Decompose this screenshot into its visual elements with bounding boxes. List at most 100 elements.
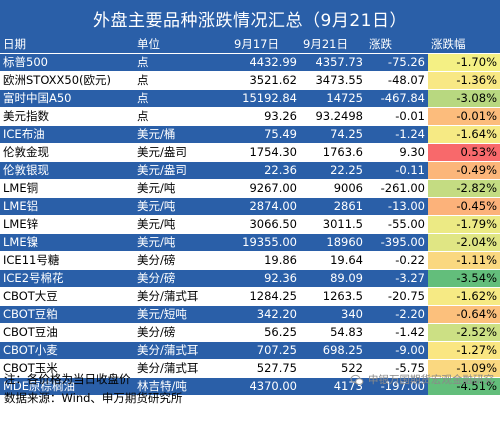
header-date: 日期: [0, 36, 134, 54]
row-unit-cell: 美元/盎司: [134, 161, 231, 180]
table-body: 标普500 点 4432.99 4357.73 -75.26 -1.70% 欧洲STOXX5…: [0, 53, 500, 396]
row-change-pct-cell: -1.64%: [428, 125, 500, 144]
wechat-icon: [350, 374, 364, 385]
row-sep17-cell: 3521.62: [231, 71, 300, 90]
page-title: 外盘主要品种涨跌情况汇总（9月21日）: [0, 0, 500, 36]
row-name-cell: LME铜: [0, 179, 134, 198]
row-unit-cell: 美元/吨: [134, 233, 231, 252]
row-sep21-cell: 93.2498: [300, 107, 366, 126]
row-name-cell: MDE原棕榈油: [0, 377, 134, 396]
row-sep17-cell: 1754.30: [231, 143, 300, 162]
row-sep21-cell: 3473.55: [300, 71, 366, 90]
row-name-cell: 伦敦银现: [0, 161, 134, 180]
row-name-cell: CBOT大豆: [0, 287, 134, 306]
row-change-cell: 9.30: [366, 143, 428, 162]
row-sep21-cell: 89.09: [300, 269, 366, 288]
row-unit-cell: 美元/吨: [134, 197, 231, 216]
row-name-cell: 美元指数: [0, 107, 134, 126]
row-change-cell: -9.00: [366, 341, 428, 360]
row-change-cell: -395.00: [366, 233, 428, 252]
row-change-pct-cell: -1.11%: [428, 251, 500, 270]
table-row: LME铝 美元/吨 2874.00 2861 -13.00 -0.45%: [0, 197, 500, 216]
row-sep17-cell: 9267.00: [231, 179, 300, 198]
data-source: 数据来源：Wind、申万期货研究所: [4, 391, 183, 405]
row-change-pct-cell: -1.27%: [428, 341, 500, 360]
row-sep21-cell: 1763.6: [300, 143, 366, 162]
row-sep21-cell: 3011.5: [300, 215, 366, 234]
row-sep17-cell: 19.86: [231, 251, 300, 270]
row-change-cell: -0.22: [366, 251, 428, 270]
row-sep17-cell: 22.36: [231, 161, 300, 180]
row-change-cell: -13.00: [366, 197, 428, 216]
table-row: LME镍 美元/吨 19355.00 18960 -395.00 -2.04%: [0, 233, 500, 252]
row-change-pct-cell: -1.70%: [428, 53, 500, 72]
table-row: LME铜 美元/吨 9267.00 9006 -261.00 -2.82%: [0, 179, 500, 198]
row-change-pct-cell: -1.36%: [428, 71, 500, 90]
row-name-cell: LME铝: [0, 197, 134, 216]
row-name-cell: ICE2号棉花: [0, 269, 134, 288]
row-change-pct-cell: -2.52%: [428, 323, 500, 342]
row-name-cell: LME锌: [0, 215, 134, 234]
header-unit: 单位: [134, 36, 231, 54]
row-sep17-cell: 19355.00: [231, 233, 300, 252]
row-change-cell: -0.11: [366, 161, 428, 180]
row-sep21-cell: 1263.5: [300, 287, 366, 306]
row-sep21-cell: 14725: [300, 89, 366, 108]
watermark-text: 申银万国期货宏观金融研究: [368, 374, 494, 386]
row-change-cell: -1.24: [366, 125, 428, 144]
row-unit-cell: 美分/磅: [134, 251, 231, 270]
row-change-cell: -20.75: [366, 287, 428, 306]
row-change-pct-cell: -1.62%: [428, 287, 500, 306]
row-sep21-cell: 54.83: [300, 323, 366, 342]
row-name-cell: 伦敦金现: [0, 143, 134, 162]
row-sep17-cell: 527.75: [231, 359, 300, 378]
row-sep21-cell: 74.25: [300, 125, 366, 144]
table-row: CBOT豆油 美分/磅 56.25 54.83 -1.42 -2.52%: [0, 323, 500, 342]
row-change-pct-cell: -1.79%: [428, 215, 500, 234]
row-unit-cell: 点: [134, 71, 231, 90]
row-change-pct-cell: -2.82%: [428, 179, 500, 198]
row-unit-cell: 点: [134, 107, 231, 126]
row-change-cell: -48.07: [366, 71, 428, 90]
row-name-cell: LME镍: [0, 233, 134, 252]
table-row: ICE2号棉花 美分/磅 92.36 89.09 -3.27 -3.54%: [0, 269, 500, 288]
header-change-pct: 涨跌幅: [428, 36, 500, 54]
row-sep17-cell: 93.26: [231, 107, 300, 126]
row-unit-cell: 林吉特/吨: [134, 377, 231, 396]
header-sep21: 9月21日: [300, 36, 366, 54]
row-sep17-cell: 707.25: [231, 341, 300, 360]
row-name-cell: CBOT豆粕: [0, 305, 134, 324]
row-unit-cell: 美元/桶: [134, 125, 231, 144]
row-name-cell: CBOT玉米: [0, 359, 134, 378]
row-change-pct-cell: -4.51%: [428, 377, 500, 396]
header-change: 涨跌: [366, 36, 428, 54]
header-sep17: 9月17日: [231, 36, 300, 54]
row-change-pct-cell: -0.49%: [428, 161, 500, 180]
row-sep21-cell: 522: [300, 359, 366, 378]
row-unit-cell: 美元/短吨: [134, 305, 231, 324]
row-unit-cell: 美分/蒲式耳: [134, 359, 231, 378]
watermark: 申银万国期货宏观金融研究: [350, 372, 494, 387]
row-name-cell: 欧洲STOXX50(欧元): [0, 71, 134, 90]
row-name-cell: ICE布油: [0, 125, 134, 144]
row-unit-cell: 美分/蒲式耳: [134, 287, 231, 306]
table-row: 欧洲STOXX50(欧元) 点 3521.62 3473.55 -48.07 -1.36%: [0, 71, 500, 90]
row-unit-cell: 美分/磅: [134, 323, 231, 342]
price-note: 注：各价格为当日收盘价: [4, 372, 131, 386]
row-unit-cell: 美元/吨: [134, 179, 231, 198]
row-change-cell: -197.00: [366, 377, 428, 396]
row-change-pct-cell: -3.08%: [428, 89, 500, 108]
row-change-cell: -75.26: [366, 53, 428, 72]
row-sep21-cell: 9006: [300, 179, 366, 198]
row-unit-cell: 美元/盎司: [134, 143, 231, 162]
row-change-cell: -261.00: [366, 179, 428, 198]
row-sep21-cell: 19.64: [300, 251, 366, 270]
row-sep17-cell: 56.25: [231, 323, 300, 342]
row-change-pct-cell: -2.04%: [428, 233, 500, 252]
row-sep21-cell: 4173: [300, 377, 366, 396]
row-sep17-cell: 3066.50: [231, 215, 300, 234]
table-row: CBOT豆粕 美元/短吨 342.20 340 -2.20 -0.64%: [0, 305, 500, 324]
row-sep21-cell: 22.25: [300, 161, 366, 180]
table-row: LME锌 美元/吨 3066.50 3011.5 -55.00 -1.79%: [0, 215, 500, 234]
